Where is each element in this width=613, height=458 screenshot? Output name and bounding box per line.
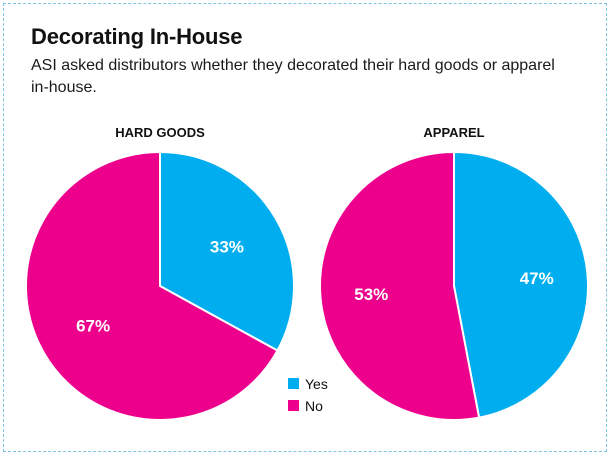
pie-1-slice-no	[319, 150, 481, 421]
legend-swatch-no	[288, 400, 299, 411]
legend: Yes No	[288, 376, 328, 414]
pie-1-label-yes: 47%	[520, 269, 554, 288]
pie-0-slice-no	[25, 150, 279, 421]
chart-subtitle: ASI asked distributors whether they deco…	[31, 57, 555, 96]
pie-1-slice-yes	[453, 150, 589, 419]
pie-title-apparel: APPAREL	[423, 125, 484, 140]
chart-frame	[3, 3, 607, 452]
legend-label-yes: Yes	[305, 376, 328, 392]
pie-title-hard-goods: HARD GOODS	[115, 125, 205, 140]
pie-0-label-no: 67%	[76, 317, 110, 336]
chart-title: Decorating In-House	[31, 24, 243, 49]
legend-label-no: No	[305, 398, 323, 414]
pie-1-label-no: 53%	[354, 285, 388, 304]
pie-0-slice-yes	[159, 150, 295, 352]
legend-swatch-yes	[288, 378, 299, 389]
pie-0-label-yes: 33%	[210, 237, 244, 256]
